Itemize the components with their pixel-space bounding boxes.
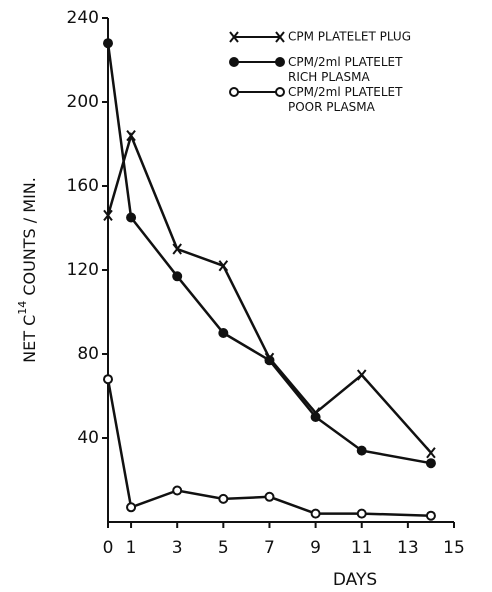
legend-line-2: RICH PLASMA	[288, 70, 370, 84]
open-circle	[172, 485, 183, 496]
filled-circle	[356, 445, 367, 456]
open-circle	[218, 493, 229, 504]
y-label-part: COUNTS / MIN.	[20, 177, 39, 301]
x-stroke	[426, 447, 436, 459]
x-stroke	[103, 209, 113, 222]
series-line	[106, 131, 432, 454]
x-tick-label: 15	[443, 538, 465, 558]
x-marker	[218, 260, 229, 272]
x-marker	[229, 31, 239, 43]
open-circle	[356, 508, 367, 519]
y-tick-label: 240	[67, 8, 99, 28]
open-circle	[275, 87, 285, 97]
filled-circle	[229, 57, 239, 67]
x-tick-label: 13	[397, 538, 419, 558]
y-label-sup: 14	[16, 301, 29, 315]
legend-label: CPM PLATELET PLUG	[288, 30, 411, 44]
series-line	[106, 43, 432, 465]
legend-line-2: POOR PLASMA	[288, 100, 376, 114]
filled-circle	[264, 355, 275, 366]
open-circle	[310, 508, 321, 519]
open-circle	[229, 87, 239, 97]
filled-circle	[126, 212, 137, 223]
x-marker	[356, 369, 367, 381]
x-marker	[172, 243, 182, 255]
y-label-part: NET C	[20, 315, 39, 363]
filled-circle	[172, 271, 183, 282]
open-circle	[126, 502, 137, 513]
filled-circle	[103, 38, 113, 49]
y-tick-label: 200	[67, 92, 99, 112]
x-tick-label: 1	[126, 538, 137, 558]
x-tick-label: 5	[218, 538, 229, 558]
y-axis-label: NET C14 COUNTS / MIN.	[16, 177, 39, 363]
legend-label: CPM/2ml PLATELET POOR PLASMA	[288, 85, 403, 114]
x-tick-label: 7	[264, 538, 275, 558]
x-marker	[426, 447, 436, 459]
x-tick-label: 3	[172, 538, 183, 558]
x-stroke	[275, 31, 285, 43]
y-tick-label: 120	[67, 260, 99, 280]
legend-line-1: CPM/2ml PLATELET	[288, 85, 403, 99]
open-circle	[103, 374, 113, 385]
x-axis-label: DAYS	[333, 570, 377, 590]
x-tick-label: 9	[310, 538, 321, 558]
x-stroke	[172, 243, 182, 255]
filled-circle	[218, 328, 229, 338]
filled-circle	[425, 458, 436, 469]
x-tick-label: 11	[351, 538, 373, 558]
open-circle	[264, 491, 275, 502]
legend-label: CPM/2ml PLATELET RICH PLASMA	[288, 55, 403, 84]
x-marker	[126, 129, 136, 142]
x-stroke	[218, 260, 229, 272]
x-marker	[103, 209, 113, 222]
filled-circle	[310, 412, 321, 422]
x-stroke	[229, 31, 239, 43]
open-circle	[425, 510, 436, 521]
filled-circle	[275, 57, 285, 67]
x-marker	[275, 31, 285, 43]
x-stroke	[126, 129, 136, 142]
y-tick-label: 80	[77, 344, 99, 364]
y-tick-label: 160	[67, 176, 99, 196]
series-line	[106, 378, 431, 517]
y-tick-label: 40	[77, 428, 99, 448]
legend-line-1: CPM/2ml PLATELET	[288, 55, 403, 69]
x-stroke	[356, 369, 367, 381]
x-tick-label: 0	[103, 538, 114, 558]
